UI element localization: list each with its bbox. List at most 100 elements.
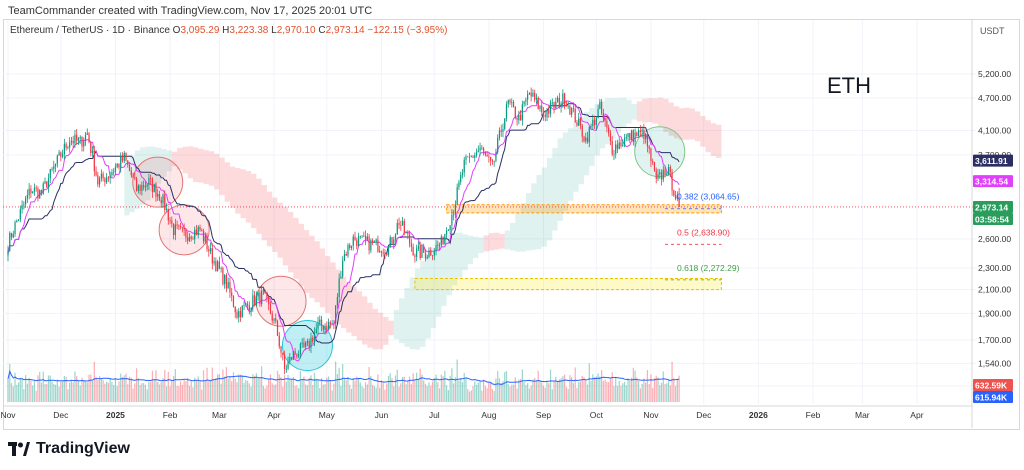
candle-up[interactable] <box>387 245 390 258</box>
candle-up[interactable] <box>560 101 562 113</box>
candle-down[interactable] <box>95 166 97 177</box>
candle-down[interactable] <box>229 277 231 298</box>
candle-up[interactable] <box>630 129 633 141</box>
candle-up[interactable] <box>502 123 504 138</box>
candle-down[interactable] <box>565 100 568 107</box>
candle-down[interactable] <box>282 352 284 361</box>
candle-up[interactable] <box>14 220 16 237</box>
candle-down[interactable] <box>646 130 649 153</box>
candle-up[interactable] <box>585 132 587 144</box>
candle-down[interactable] <box>636 131 638 137</box>
yellow-zone[interactable] <box>414 278 722 291</box>
candle-down[interactable] <box>97 171 99 188</box>
candle-up[interactable] <box>165 203 168 212</box>
candle-up[interactable] <box>444 233 446 245</box>
candle-up[interactable] <box>24 195 27 208</box>
candle-down[interactable] <box>602 108 604 121</box>
candle-up[interactable] <box>361 235 363 238</box>
candle-down[interactable] <box>514 105 516 120</box>
candle-up[interactable] <box>645 132 647 144</box>
candle-down[interactable] <box>169 217 171 225</box>
candle-down[interactable] <box>280 345 282 358</box>
candle-up[interactable] <box>315 323 317 335</box>
candle-down[interactable] <box>542 107 545 121</box>
candle-down[interactable] <box>472 155 474 159</box>
candle-up[interactable] <box>146 184 148 191</box>
candle-up[interactable] <box>77 136 80 145</box>
candle-up[interactable] <box>51 167 53 172</box>
candle-up[interactable] <box>375 238 377 246</box>
candle-up[interactable] <box>493 160 495 167</box>
candle-down[interactable] <box>266 291 268 303</box>
candle-up[interactable] <box>23 201 25 210</box>
candle-down[interactable] <box>269 301 272 315</box>
candle-down[interactable] <box>674 190 677 201</box>
candle-down[interactable] <box>143 180 145 191</box>
candle-up[interactable] <box>213 257 215 266</box>
candle-up[interactable] <box>389 235 391 248</box>
candle-down[interactable] <box>541 100 543 116</box>
candle-down[interactable] <box>600 99 603 116</box>
candle-down[interactable] <box>386 252 388 257</box>
candle-down[interactable] <box>46 181 48 188</box>
candle-down[interactable] <box>201 228 203 232</box>
candle-up[interactable] <box>394 233 397 243</box>
candle-down[interactable] <box>400 220 402 231</box>
candle-down[interactable] <box>164 190 166 214</box>
candle-up[interactable] <box>618 137 620 150</box>
candle-down[interactable] <box>81 136 83 152</box>
candle-up[interactable] <box>393 236 395 250</box>
candle-up[interactable] <box>350 245 353 251</box>
candle-down[interactable] <box>593 115 596 129</box>
candle-up[interactable] <box>69 137 71 153</box>
candle-up[interactable] <box>521 100 523 126</box>
candle-up[interactable] <box>47 173 50 193</box>
candle-down[interactable] <box>484 151 486 157</box>
candle-up[interactable] <box>637 128 640 137</box>
candle-up[interactable] <box>257 290 259 301</box>
candle-up[interactable] <box>255 291 257 307</box>
candle-down[interactable] <box>326 321 328 334</box>
candle-down[interactable] <box>206 232 208 252</box>
candle-up[interactable] <box>58 149 60 156</box>
candle-down[interactable] <box>239 306 242 322</box>
candle-down[interactable] <box>488 153 490 163</box>
candle-up[interactable] <box>417 241 420 252</box>
candle-down[interactable] <box>564 92 566 110</box>
candle-down[interactable] <box>72 135 74 149</box>
candle-up[interactable] <box>613 149 615 161</box>
candle-down[interactable] <box>180 222 182 230</box>
candle-up[interactable] <box>428 247 430 259</box>
candle-up[interactable] <box>44 177 46 185</box>
candle-down[interactable] <box>60 151 62 162</box>
candle-down[interactable] <box>171 216 173 228</box>
candle-down[interactable] <box>431 255 434 261</box>
candle-down[interactable] <box>363 231 365 238</box>
candle-down[interactable] <box>579 117 582 130</box>
candle-up[interactable] <box>449 225 451 235</box>
candle-down[interactable] <box>412 243 414 256</box>
candle-down[interactable] <box>65 141 67 151</box>
candle-down[interactable] <box>481 145 483 151</box>
candle-down[interactable] <box>259 290 261 307</box>
candle-up[interactable] <box>209 242 212 255</box>
candle-down[interactable] <box>558 92 560 109</box>
candle-down[interactable] <box>354 231 356 241</box>
candle-up[interactable] <box>511 98 513 108</box>
candle-down[interactable] <box>424 249 427 262</box>
candle-up[interactable] <box>42 181 44 195</box>
candle-up[interactable] <box>352 234 354 251</box>
candle-down[interactable] <box>544 110 546 122</box>
candle-down[interactable] <box>364 230 367 246</box>
candle-up[interactable] <box>298 350 300 359</box>
candle-up[interactable] <box>67 145 69 150</box>
candle-down[interactable] <box>127 160 129 168</box>
candle-up[interactable] <box>525 97 527 107</box>
candle-down[interactable] <box>135 176 138 192</box>
candle-up[interactable] <box>659 169 661 179</box>
candle-up[interactable] <box>426 254 428 260</box>
candle-down[interactable] <box>678 187 680 208</box>
candle-up[interactable] <box>305 340 307 351</box>
candle-down[interactable] <box>202 228 205 244</box>
